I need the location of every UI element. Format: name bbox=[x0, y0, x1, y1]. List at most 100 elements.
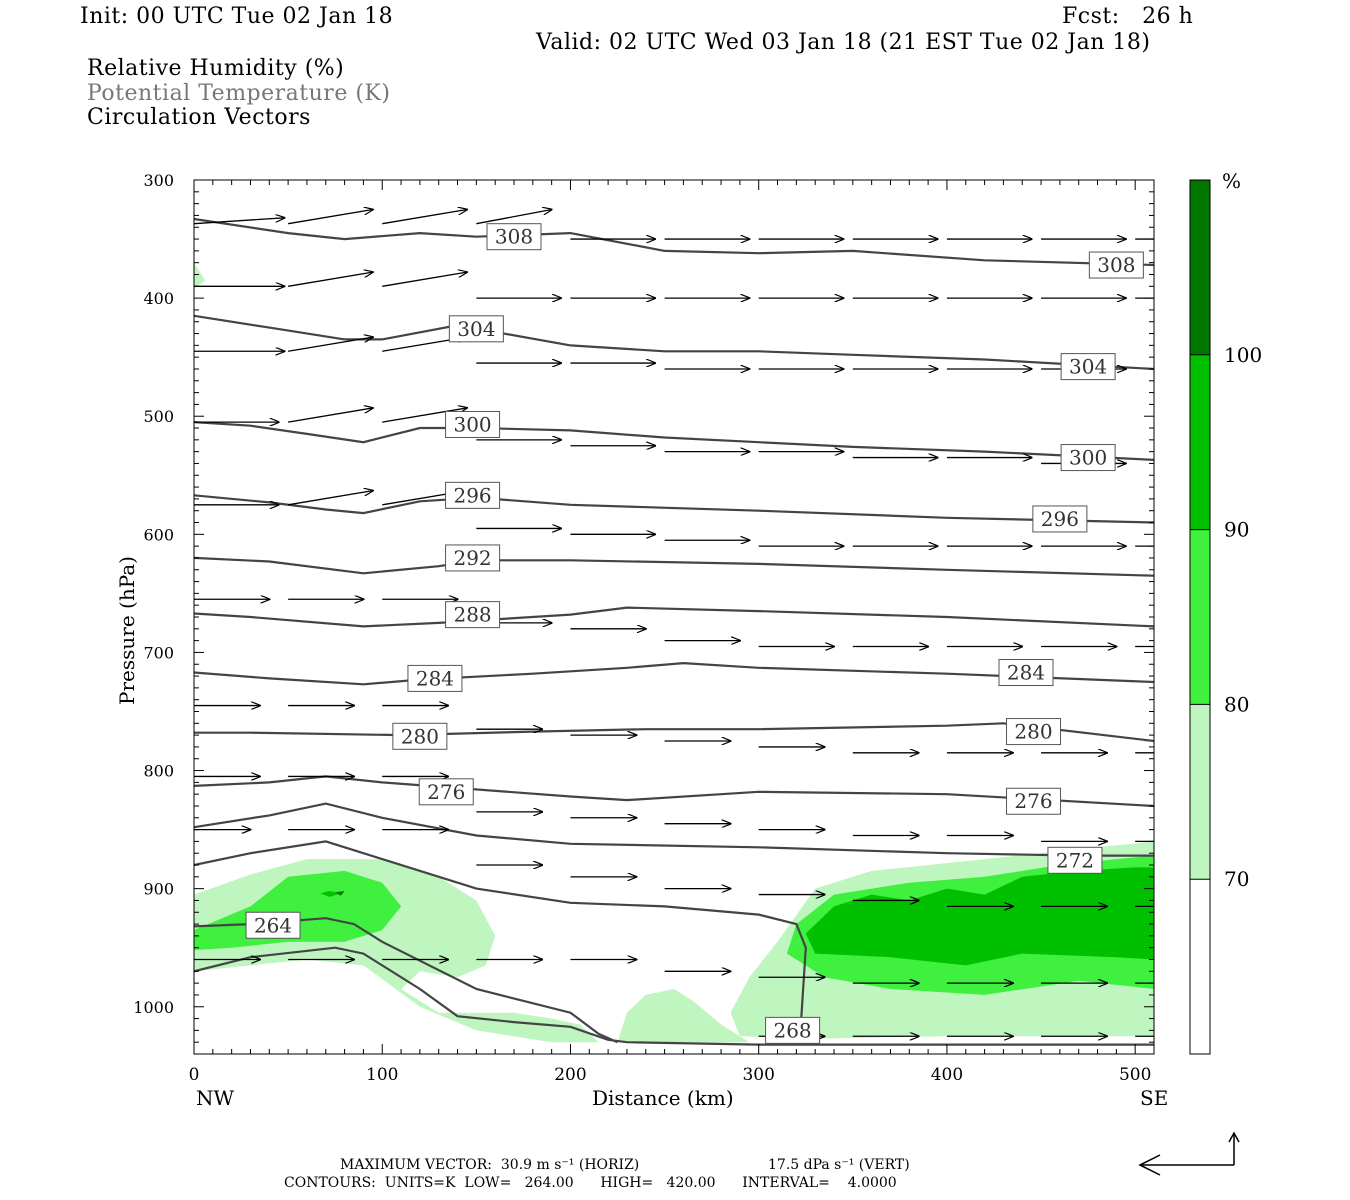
x-axis-label: Distance (km) bbox=[592, 1086, 734, 1110]
theta-contour-280 bbox=[194, 722, 1154, 743]
svg-text:304: 304 bbox=[457, 317, 495, 341]
legend-theta: Potential Temperature (K) bbox=[87, 81, 391, 106]
colorbar-segment bbox=[1190, 704, 1210, 880]
svg-text:276: 276 bbox=[427, 780, 465, 804]
theta-contour-308 bbox=[194, 217, 1154, 267]
colorbar-unit: % bbox=[1222, 169, 1241, 193]
contour-label: 296 bbox=[445, 481, 501, 509]
valid-time: Valid: 02 UTC Wed 03 Jan 18 (21 EST Tue … bbox=[536, 30, 1151, 55]
contour-label: 308 bbox=[486, 223, 542, 251]
theta-contour-304 bbox=[194, 314, 1154, 371]
contour-label: 276 bbox=[418, 778, 474, 806]
rh-region-90 bbox=[805, 867, 1154, 966]
y-tick-label: 500 bbox=[143, 407, 174, 426]
svg-text:300: 300 bbox=[453, 412, 491, 436]
circulation-vector bbox=[288, 337, 373, 352]
contour-label: 272 bbox=[1047, 846, 1103, 874]
rh-shading bbox=[194, 262, 1154, 1043]
theta-contour-272 bbox=[194, 802, 1154, 857]
circulation-vector bbox=[288, 408, 373, 423]
svg-text:272: 272 bbox=[1056, 848, 1094, 872]
legend-rh: Relative Humidity (%) bbox=[87, 56, 345, 81]
contour-labels: 308 308 304 304 300 300 296 296 292 288 284 284 280 2… bbox=[245, 223, 1144, 1044]
y-tick-label: 900 bbox=[143, 880, 174, 899]
contour-label: 304 bbox=[1060, 353, 1116, 381]
theta-contour-284 bbox=[194, 661, 1154, 686]
rh-region-70 bbox=[617, 989, 750, 1043]
contour-label: 300 bbox=[1060, 444, 1116, 472]
colorbar-level-label: 90 bbox=[1224, 518, 1249, 542]
svg-text:308: 308 bbox=[495, 225, 533, 249]
axes: 0 100 200 300 400 500 300 400 500 600 700 800 900 100… bbox=[133, 171, 1154, 1085]
circulation-vector bbox=[288, 491, 373, 506]
colorbar-segment bbox=[1190, 180, 1210, 355]
colorbar-segment bbox=[1190, 879, 1210, 1054]
y-tick-label: 700 bbox=[143, 643, 174, 662]
contour-label: 300 bbox=[445, 410, 501, 438]
contour-label: 296 bbox=[1032, 505, 1088, 533]
contour-label: 276 bbox=[1006, 787, 1062, 815]
svg-text:292: 292 bbox=[453, 546, 491, 570]
svg-text:268: 268 bbox=[773, 1018, 811, 1042]
rh-region-70 bbox=[194, 262, 206, 289]
x-left-end-label: NW bbox=[196, 1086, 235, 1110]
svg-text:284: 284 bbox=[416, 666, 454, 690]
x-tick-label: 500 bbox=[1119, 1065, 1151, 1085]
y-axis-label: Pressure (hPa) bbox=[115, 556, 139, 705]
colorbar: 70 80 90 100% bbox=[1189, 169, 1262, 1055]
reference-vector-icon bbox=[1138, 1131, 1240, 1176]
contour-label: 280 bbox=[392, 722, 448, 750]
contour-label: 284 bbox=[407, 664, 463, 692]
x-tick-label: 200 bbox=[554, 1065, 586, 1085]
svg-text:288: 288 bbox=[453, 603, 491, 627]
x-tick-label: 400 bbox=[931, 1065, 963, 1085]
y-tick-label: 400 bbox=[143, 289, 174, 308]
theta-contour-300 bbox=[194, 421, 1154, 461]
svg-text:304: 304 bbox=[1069, 355, 1107, 379]
circulation-vectors bbox=[194, 210, 1154, 1037]
circulation-vector bbox=[382, 210, 467, 225]
x-tick-label: 0 bbox=[189, 1065, 200, 1085]
colorbar-level-label: 80 bbox=[1224, 692, 1249, 716]
contour-label: 284 bbox=[998, 659, 1054, 687]
x-right-end-label: SE bbox=[1140, 1086, 1168, 1110]
y-tick-label: 1000 bbox=[133, 998, 174, 1017]
circulation-vector bbox=[476, 210, 551, 225]
circulation-vector bbox=[382, 408, 467, 423]
x-tick-label: 100 bbox=[366, 1065, 398, 1085]
svg-text:300: 300 bbox=[1069, 446, 1107, 470]
contour-label: 280 bbox=[1006, 718, 1062, 746]
colorbar-level-label: 100 bbox=[1224, 343, 1262, 367]
colorbar-segment bbox=[1190, 354, 1210, 530]
y-tick-label: 300 bbox=[143, 171, 174, 190]
circulation-vector bbox=[288, 210, 373, 225]
circulation-vector bbox=[382, 272, 467, 287]
theta-contour-268 bbox=[194, 840, 807, 1037]
svg-text:308: 308 bbox=[1097, 253, 1135, 277]
x-tick-label: 300 bbox=[742, 1065, 774, 1085]
y-tick-label: 600 bbox=[143, 525, 174, 544]
contour-info: CONTOURS: UNITS=K LOW= 264.00 HIGH= 420.… bbox=[284, 1175, 897, 1191]
svg-text:276: 276 bbox=[1014, 789, 1052, 813]
contour-label: 288 bbox=[445, 601, 501, 629]
svg-text:284: 284 bbox=[1007, 661, 1045, 685]
circulation-vector bbox=[194, 218, 284, 225]
svg-text:280: 280 bbox=[1014, 720, 1052, 744]
svg-text:296: 296 bbox=[453, 483, 491, 507]
rh-region-70 bbox=[194, 859, 599, 1043]
init-time: Init: 00 UTC Tue 02 Jan 18 bbox=[80, 4, 394, 29]
theta-contour-276 bbox=[194, 775, 1154, 808]
theta-contour-292 bbox=[194, 556, 1154, 577]
contour-label: 264 bbox=[245, 911, 301, 939]
circulation-vector bbox=[288, 272, 373, 287]
forecast-hour: Fcst: 26 h bbox=[1062, 4, 1194, 29]
contour-label: 304 bbox=[448, 315, 504, 343]
max-vector-vert: 17.5 dPa s⁻¹ (VERT) bbox=[768, 1157, 910, 1173]
rh-region-90 bbox=[320, 891, 341, 897]
contour-label: 308 bbox=[1088, 251, 1144, 279]
theta-contour-288 bbox=[194, 606, 1154, 628]
svg-text:264: 264 bbox=[254, 913, 292, 937]
max-vector-horiz: MAXIMUM VECTOR: 30.9 m s⁻¹ (HORIZ) bbox=[340, 1157, 640, 1173]
svg-text:280: 280 bbox=[401, 724, 439, 748]
